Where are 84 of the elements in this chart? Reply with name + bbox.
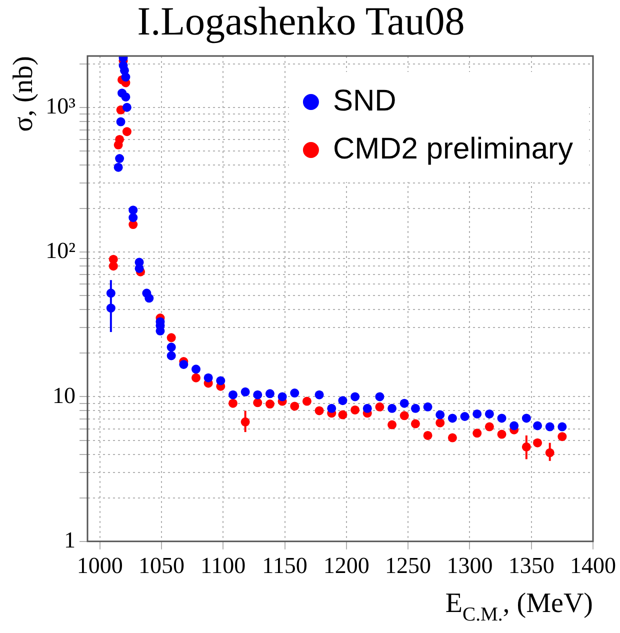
- point: [253, 398, 262, 408]
- point: [484, 422, 494, 432]
- point: [144, 294, 154, 303]
- x-tick-label: 1350: [508, 553, 554, 578]
- point: [228, 390, 238, 400]
- point: [522, 414, 531, 423]
- x-tick-label: 1250: [385, 553, 432, 578]
- point: [121, 92, 130, 102]
- point: [410, 419, 420, 428]
- point: [121, 72, 130, 82]
- y-tick-label: 1: [64, 527, 76, 552]
- x-tick-label: 1050: [138, 553, 184, 578]
- point: [436, 410, 445, 420]
- point: [115, 154, 124, 164]
- legend-label: CMD2 preliminary: [332, 132, 574, 166]
- point: [375, 392, 384, 402]
- point: [400, 398, 409, 408]
- y-axis-title: σ, (nb): [8, 56, 40, 132]
- point: [115, 134, 124, 144]
- point: [108, 262, 118, 271]
- point: [122, 127, 132, 136]
- y-tick-label: 10³: [46, 93, 76, 118]
- point: [253, 390, 262, 400]
- y-tick-label: 10: [52, 382, 76, 408]
- point: [388, 420, 397, 430]
- point: [497, 414, 506, 423]
- point: [265, 389, 274, 398]
- point: [423, 402, 432, 412]
- point: [460, 412, 470, 421]
- point: [484, 409, 494, 418]
- point: [278, 392, 287, 402]
- point: [240, 387, 250, 396]
- point: [545, 422, 554, 432]
- point: [510, 421, 519, 430]
- point: [558, 422, 567, 432]
- y-tick-label: 10²: [46, 238, 76, 264]
- point: [423, 430, 432, 440]
- x-tick-label: 1300: [446, 553, 493, 578]
- x-tick-label: 1150: [262, 553, 308, 578]
- point: [350, 392, 360, 402]
- point: [191, 373, 200, 382]
- point: [362, 404, 372, 413]
- point: [436, 418, 445, 428]
- point: [216, 376, 226, 386]
- point: [410, 404, 420, 413]
- point: [302, 396, 312, 406]
- point: [179, 360, 188, 369]
- point: [166, 342, 176, 352]
- point: [128, 206, 138, 215]
- point: [388, 404, 397, 413]
- point: [448, 414, 457, 423]
- point: [314, 406, 324, 416]
- x-tick-label: 1000: [76, 553, 123, 578]
- point: [166, 333, 176, 342]
- point: [558, 432, 567, 442]
- point: [116, 117, 126, 126]
- point: [400, 411, 409, 420]
- point: [375, 402, 384, 412]
- point: [166, 351, 176, 360]
- point: [338, 396, 348, 406]
- point: [314, 390, 324, 400]
- point: [204, 373, 213, 382]
- point: [290, 388, 300, 398]
- point: [350, 405, 360, 414]
- point: [533, 421, 542, 430]
- point: [472, 428, 482, 438]
- point: [497, 430, 506, 439]
- point: [327, 404, 336, 413]
- point: [265, 400, 274, 409]
- x-tick-label: 1200: [323, 553, 370, 578]
- point: [338, 410, 348, 420]
- x-tick-label: 1400: [570, 553, 616, 578]
- point: [191, 364, 200, 374]
- point: [533, 438, 542, 448]
- point: [122, 102, 132, 112]
- point: [290, 402, 300, 411]
- chart-title: I.Logashenko Tau08: [137, 0, 465, 44]
- point: [228, 398, 238, 408]
- point: [448, 433, 457, 442]
- point: [114, 162, 123, 172]
- x-tick-label: 1100: [200, 553, 246, 578]
- point: [472, 409, 482, 418]
- legend-label: SND: [332, 84, 396, 118]
- point: [128, 213, 138, 222]
